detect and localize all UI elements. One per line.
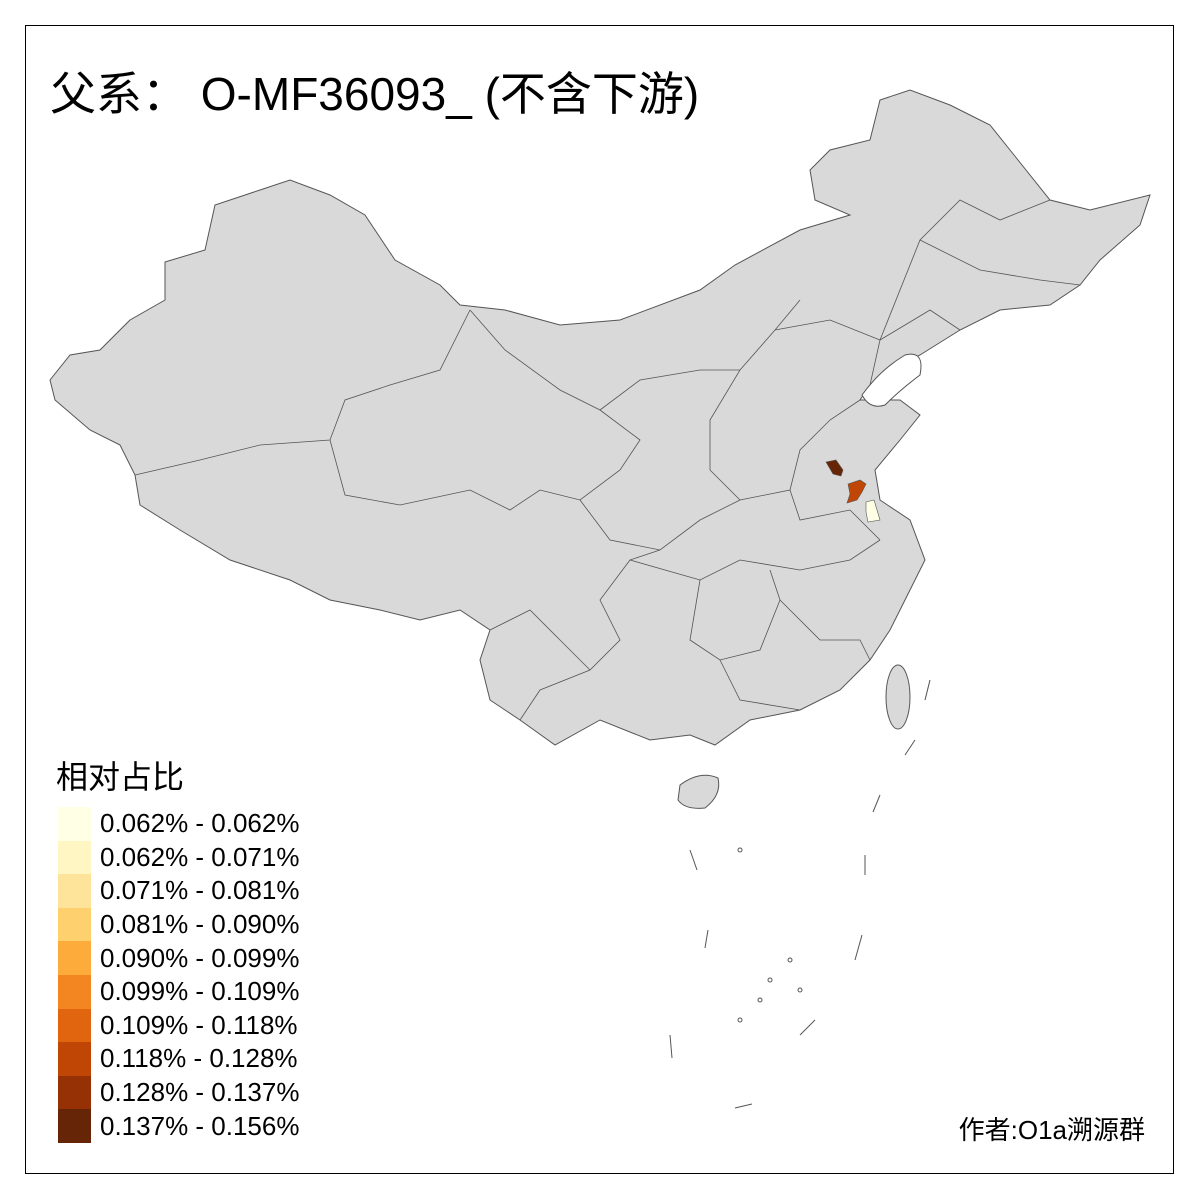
- legend-label: 0.109% - 0.118%: [100, 1009, 298, 1040]
- legend-label: 0.081% - 0.090%: [100, 909, 300, 940]
- legend-swatch: [58, 1109, 91, 1143]
- legend-label: 0.137% - 0.156%: [100, 1110, 300, 1141]
- legend-swatch: [58, 941, 91, 975]
- legend-label: 0.128% - 0.137%: [100, 1077, 300, 1108]
- author-credit: 作者:O1a溯源群: [958, 1115, 1145, 1145]
- legend-item: 0.099% - 0.109%: [58, 975, 299, 1009]
- legend-swatch: [58, 1075, 91, 1110]
- region-highlight-orange: [846, 479, 867, 504]
- map-title: 父系： O-MF36093_ (不含下游): [50, 68, 700, 120]
- mainland-china: [49, 89, 1151, 746]
- map-frame: [25, 25, 1174, 1174]
- hainan-island: [677, 774, 720, 809]
- taiwan-island: [885, 664, 911, 730]
- legend-label: 0.090% - 0.099%: [100, 942, 300, 973]
- province-borders: [134, 199, 1081, 721]
- legend-label: 0.099% - 0.109%: [100, 976, 300, 1007]
- legend-swatch: [58, 874, 91, 908]
- legend-swatch: [58, 975, 91, 1009]
- legend-title: 相对占比: [56, 758, 185, 796]
- legend-label: 0.118% - 0.128%: [100, 1043, 298, 1074]
- legend-item: 0.109% - 0.118%: [58, 1008, 298, 1043]
- legend-item: 0.081% - 0.090%: [58, 907, 300, 942]
- bohai-sea: [861, 353, 922, 407]
- legend-label: 0.062% - 0.062%: [100, 808, 300, 839]
- legend-item: 0.137% - 0.156%: [58, 1109, 299, 1143]
- legend-item: 0.118% - 0.128%: [58, 1042, 298, 1076]
- legend-item: 0.062% - 0.062%: [58, 807, 299, 841]
- legend-swatch: [58, 907, 91, 942]
- legend-item: 0.062% - 0.071%: [58, 840, 300, 875]
- legend-swatch: [58, 1042, 91, 1076]
- legend-label: 0.062% - 0.071%: [100, 841, 300, 872]
- legend-item: 0.128% - 0.137%: [58, 1075, 300, 1110]
- region-highlight-darkest: [825, 459, 844, 477]
- legend-item: 0.090% - 0.099%: [58, 941, 299, 975]
- south-china-sea-islands: [669, 679, 931, 1109]
- legend-swatch: [58, 840, 91, 875]
- legend-label: 0.071% - 0.081%: [100, 875, 300, 906]
- region-highlight-pale: [865, 499, 881, 523]
- legend-swatch: [58, 1008, 91, 1043]
- legend-item: 0.071% - 0.081%: [58, 874, 299, 908]
- legend-swatch: [58, 807, 91, 841]
